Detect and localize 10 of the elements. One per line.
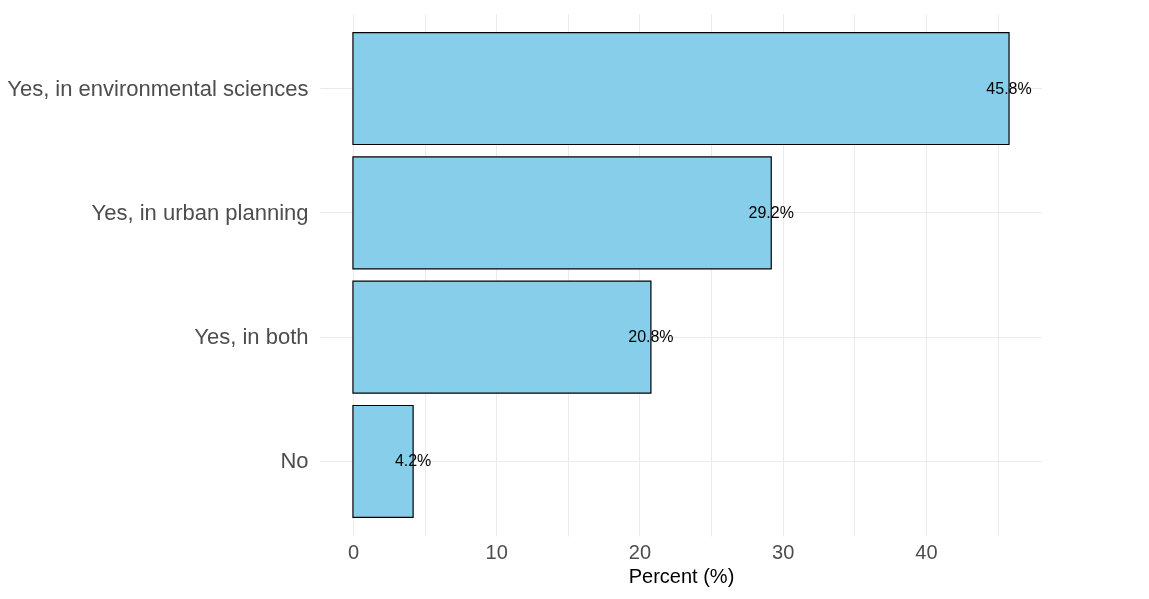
x-tick-label: 30 — [772, 540, 795, 563]
x-tick-label: 10 — [485, 540, 508, 563]
y-tick-label: No — [280, 448, 309, 474]
x-axis-title: Percent (%) — [628, 564, 735, 587]
x-tick-label: 0 — [347, 540, 360, 563]
y-tick-label: Yes, in urban planning — [91, 199, 309, 225]
y-tick-label: Yes, in both — [194, 324, 309, 350]
x-tick-label: 40 — [915, 540, 938, 563]
y-tick-label: Yes, in environmental sciences — [7, 75, 309, 101]
x-tick-label: 20 — [628, 540, 652, 563]
